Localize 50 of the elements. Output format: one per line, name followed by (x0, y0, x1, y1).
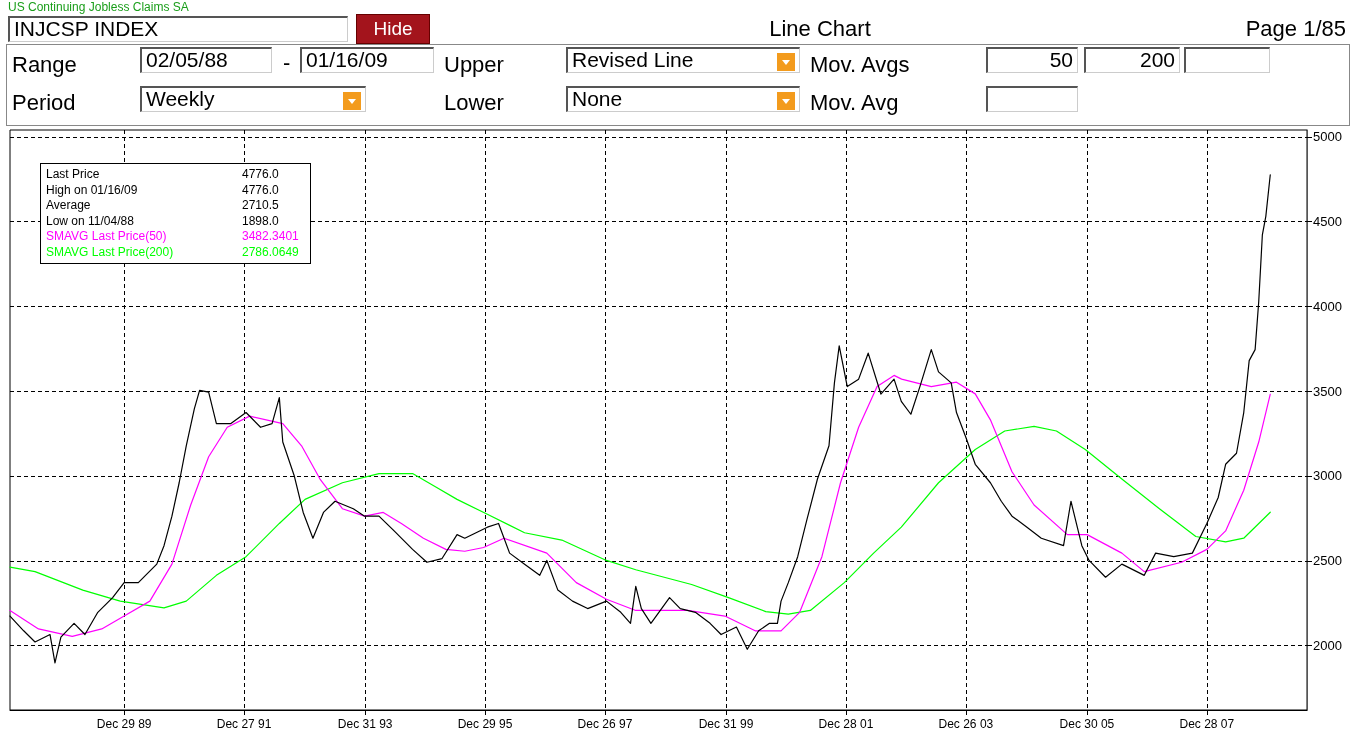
text-field: 02/05/88 (140, 47, 272, 73)
text-field: 200 (1084, 47, 1180, 73)
x-tick-label: Dec 29 95 (457, 717, 513, 731)
text-field: 50 (986, 47, 1078, 73)
dropdown-field: Revised Line (566, 47, 800, 73)
annotation: 1898.0 (242, 213, 280, 229)
x-tick-label: Dec 26 03 (938, 717, 994, 731)
x-tick-label: Dec 30 05 (1059, 717, 1115, 731)
x-tick-label: Dec 31 93 (337, 717, 393, 731)
y-tick-label: 3000 (1313, 468, 1342, 484)
text: Period (12, 90, 76, 116)
text: Range (12, 52, 77, 78)
annotation: Average (46, 198, 92, 214)
hide-button: Hide (356, 14, 430, 44)
chart-title: US Continuing Jobless Claims SA (8, 0, 189, 14)
x-tick-label: Dec 27 91 (216, 717, 272, 731)
y-tick-label: 3500 (1313, 383, 1342, 399)
x-tick-label: Dec 29 89 (96, 717, 152, 731)
text: - (283, 50, 291, 76)
y-tick-label: 2000 (1313, 638, 1342, 654)
text: Mov. Avgs (810, 52, 910, 78)
line-series (9, 425, 1271, 615)
annotation: 3482.3401 (242, 229, 300, 245)
annotation: 4776.0 (242, 167, 280, 183)
text: Mov. Avg (810, 90, 899, 116)
text-field: 01/16/09 (300, 47, 434, 73)
text: Page 1/85 (1245, 16, 1346, 42)
text: Upper (444, 52, 504, 78)
y-tick-label: 4500 (1313, 214, 1342, 230)
dropdown-field: None (566, 86, 800, 112)
chart-subtitle: Line Chart (769, 16, 871, 42)
annotation: 4776.0 (242, 182, 280, 198)
text: Last Price (46, 167, 101, 183)
text: SMAVG Last Price(50) (46, 229, 168, 245)
dropdown-field: Weekly (140, 86, 366, 112)
x-tick-label: Dec 31 99 (698, 717, 754, 731)
y-tick-label: 5000 (1313, 129, 1342, 145)
y-tick-label: 4000 (1313, 298, 1342, 314)
annotation: High on 01/16/09 (46, 182, 139, 198)
x-tick-label: Dec 28 07 (1179, 717, 1235, 731)
x-tick-label: Dec 26 97 (577, 717, 633, 731)
text: SMAVG Last Price(200) (46, 244, 175, 260)
annotation: 2786.0649 (242, 244, 300, 260)
annotation: 2710.5 (242, 198, 280, 214)
x-tick-label: Dec 28 01 (818, 717, 874, 731)
annotation: Low on 11/04/88 (46, 213, 135, 229)
line-series (9, 374, 1271, 637)
text: Lower (444, 90, 504, 116)
text-field: INJCSP INDEX (8, 16, 348, 42)
y-tick-label: 2500 (1313, 553, 1342, 569)
